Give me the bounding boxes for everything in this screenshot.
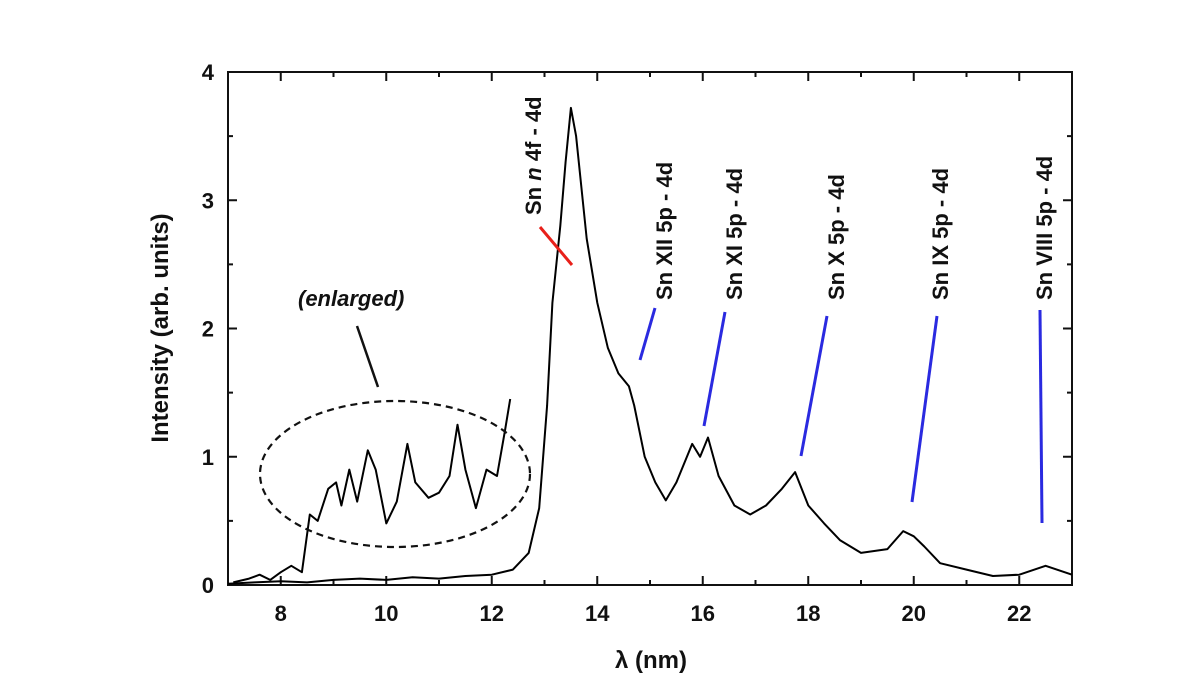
y-axis-title: Intensity (arb. units) xyxy=(147,213,174,442)
label-sn-xii: Sn XII 5p - 4d xyxy=(652,162,677,300)
y-tick-label: 2 xyxy=(202,317,214,342)
x-tick-label: 18 xyxy=(796,601,820,626)
x-axis-title: λ (nm) xyxy=(615,647,687,674)
label-sn-viii: Sn VIII 5p - 4d xyxy=(1032,156,1057,300)
marker-sn-n xyxy=(538,226,574,266)
label-sn-n-4f-4d: Sn n 4f - 4d xyxy=(521,96,546,215)
marker-sn-xii xyxy=(638,307,657,361)
x-tick-label: 8 xyxy=(275,601,287,626)
y-tick-label: 3 xyxy=(202,188,214,213)
y-tick-label: 0 xyxy=(202,573,214,598)
x-tick-label: 20 xyxy=(902,601,926,626)
enlarged-label: (enlarged) xyxy=(298,286,404,311)
annotation-markers xyxy=(538,226,1044,524)
x-axis-ticks: 8 10 12 14 16 18 20 22 xyxy=(227,72,1073,626)
label-sn-ix: Sn IX 5p - 4d xyxy=(928,168,953,300)
x-tick-label: 12 xyxy=(480,601,504,626)
marker-sn-ix xyxy=(910,315,939,503)
enlarged-pointer-line xyxy=(355,325,380,388)
y-tick-label: 1 xyxy=(202,445,214,470)
y-tick-label: 4 xyxy=(202,60,215,85)
spectrum-line xyxy=(227,106,1073,585)
label-sn-xi: Sn XI 5p - 4d xyxy=(722,168,747,300)
enlarged-spectrum-line xyxy=(233,398,512,584)
x-tick-label: 10 xyxy=(374,601,398,626)
y-axis-ticks: 0 1 2 3 4 xyxy=(202,60,1072,598)
marker-sn-x xyxy=(799,315,829,457)
series-lines xyxy=(227,106,1073,585)
label-sn-x: Sn X 5p - 4d xyxy=(824,174,849,300)
marker-sn-viii xyxy=(1038,309,1044,524)
x-tick-label: 22 xyxy=(1007,601,1031,626)
x-tick-label: 16 xyxy=(691,601,715,626)
enlarged-region-ellipse xyxy=(258,399,532,549)
x-tick-label: 14 xyxy=(585,601,610,626)
marker-sn-xi xyxy=(702,311,727,427)
